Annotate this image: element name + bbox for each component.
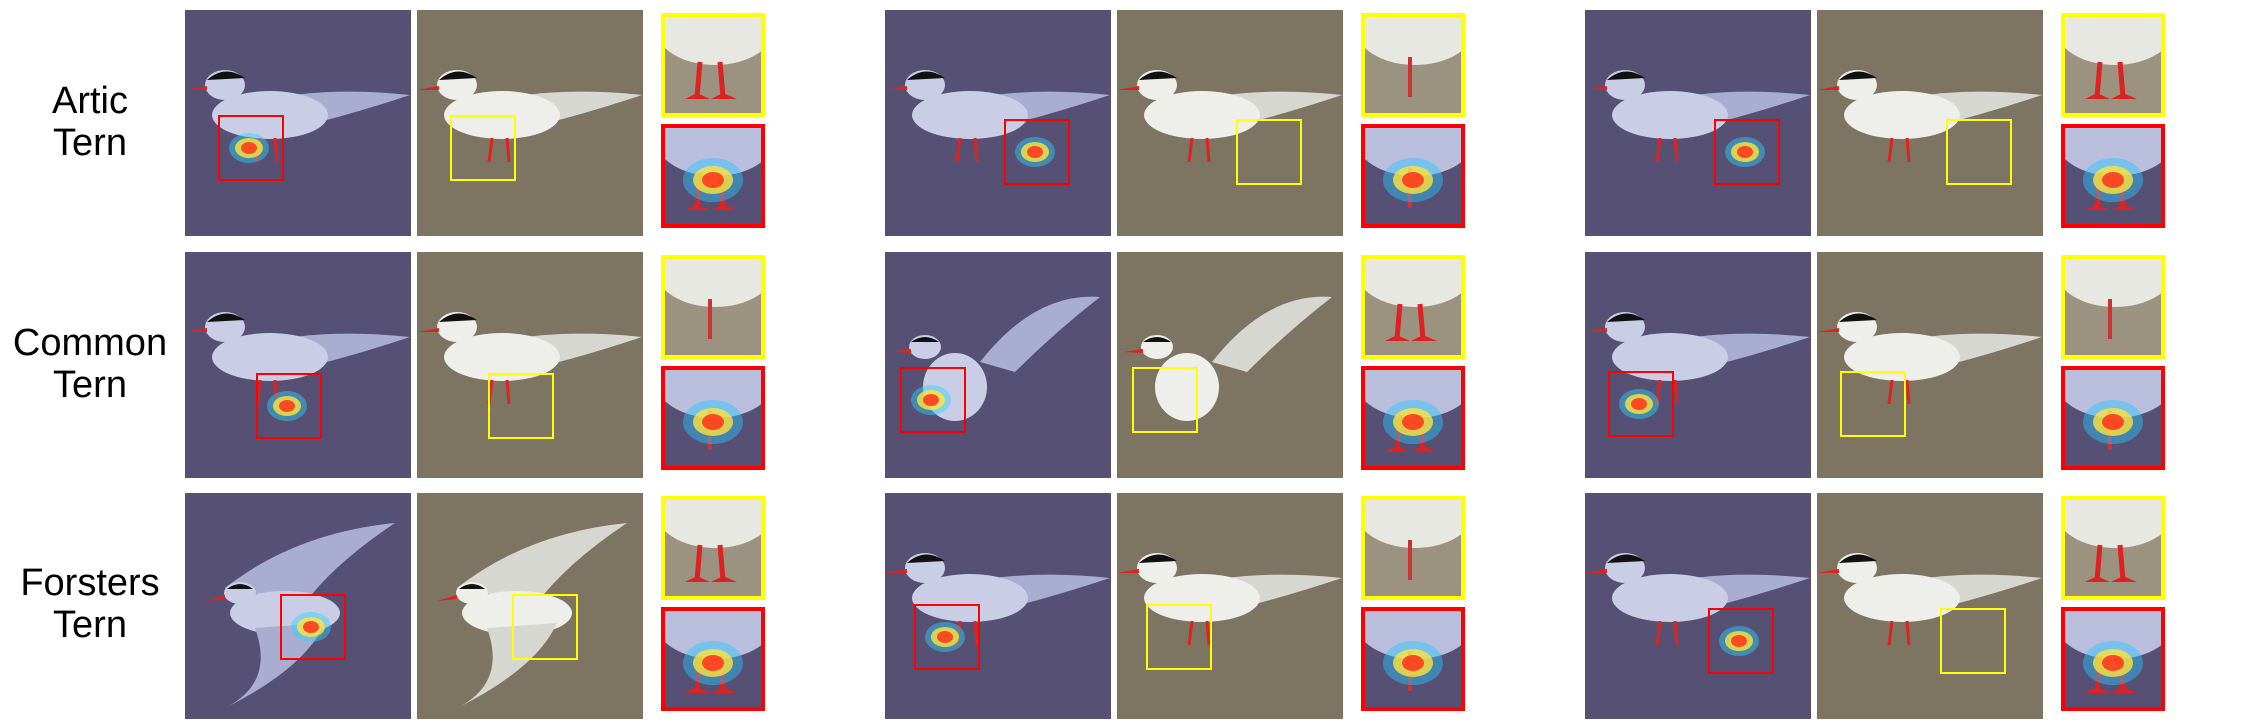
crop-heatmap-r3-g3	[2061, 607, 2165, 711]
original-tile-r2-g3	[1817, 252, 2043, 478]
original-tile-r3-g3	[1817, 493, 2043, 719]
original-tile-r3-g2	[1117, 493, 1343, 719]
original-tile-r2-g2	[1117, 252, 1343, 478]
crop-heatmap-r1-g2	[1361, 124, 1465, 228]
crop-original-r1-g1	[661, 13, 765, 117]
original-tile-r2-g1	[417, 252, 643, 478]
crop-heatmap-r3-g2	[1361, 607, 1465, 711]
original-tile-r1-g3	[1817, 10, 2043, 236]
heatmap-tile-r3-g2	[885, 493, 1111, 719]
row-label-artic-tern: Artic Tern	[52, 80, 128, 164]
heatmap-tile-r2-g3	[1585, 252, 1811, 478]
heatmap-tile-r1-g2	[885, 10, 1111, 236]
row-label-common-tern: Common Tern	[12, 322, 168, 406]
heatmap-tile-r2-g1	[185, 252, 411, 478]
heatmap-tile-r2-g2	[885, 252, 1111, 478]
row-label-forsters-tern: Forsters Tern	[20, 562, 160, 646]
heatmap-tile-r1-g1	[185, 10, 411, 236]
crop-original-r2-g2	[1361, 255, 1465, 359]
crop-heatmap-r2-g3	[2061, 366, 2165, 470]
crop-original-r1-g2	[1361, 13, 1465, 117]
crop-heatmap-r3-g1	[661, 607, 765, 711]
crop-heatmap-r1-g3	[2061, 124, 2165, 228]
heatmap-tile-r3-g3	[1585, 493, 1811, 719]
original-tile-r1-g2	[1117, 10, 1343, 236]
heatmap-tile-r1-g3	[1585, 10, 1811, 236]
heatmap-tile-r3-g1	[185, 493, 411, 719]
crop-original-r1-g3	[2061, 13, 2165, 117]
original-tile-r3-g1	[417, 493, 643, 719]
original-tile-r1-g1	[417, 10, 643, 236]
crop-original-r3-g3	[2061, 496, 2165, 600]
crop-original-r2-g1	[661, 255, 765, 359]
crop-original-r3-g1	[661, 496, 765, 600]
crop-original-r3-g2	[1361, 496, 1465, 600]
crop-original-r2-g3	[2061, 255, 2165, 359]
crop-heatmap-r2-g2	[1361, 366, 1465, 470]
crop-heatmap-r1-g1	[661, 124, 765, 228]
crop-heatmap-r2-g1	[661, 366, 765, 470]
